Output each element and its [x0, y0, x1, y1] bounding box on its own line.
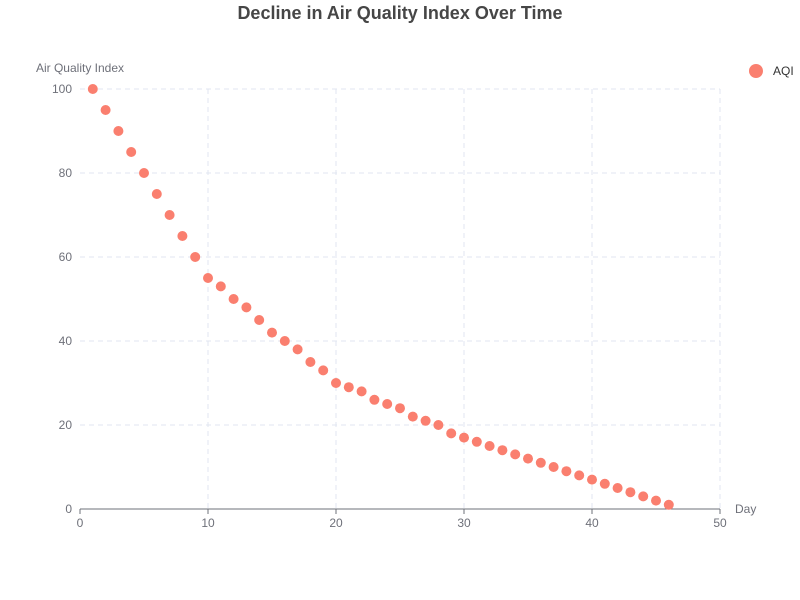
- data-point[interactable]: [574, 470, 585, 481]
- data-point[interactable]: [548, 462, 559, 472]
- data-point[interactable]: [331, 378, 341, 388]
- data-point[interactable]: [190, 252, 201, 262]
- y-tick-label: 20: [59, 418, 73, 432]
- data-point[interactable]: [612, 483, 623, 493]
- legend-label: AQI: [773, 64, 794, 78]
- y-tick-label: 0: [65, 502, 72, 516]
- data-point[interactable]: [343, 382, 354, 393]
- data-point[interactable]: [561, 466, 572, 477]
- data-point[interactable]: [164, 210, 175, 220]
- x-axis-label: Day: [735, 502, 756, 516]
- data-point[interactable]: [599, 478, 610, 489]
- data-point[interactable]: [241, 302, 252, 313]
- x-tick-label: 10: [201, 516, 215, 530]
- x-tick-label: 20: [329, 516, 343, 530]
- data-point[interactable]: [126, 147, 137, 157]
- data-point[interactable]: [113, 126, 124, 136]
- data-point[interactable]: [139, 168, 149, 178]
- data-point[interactable]: [638, 491, 649, 502]
- data-point[interactable]: [523, 453, 533, 464]
- data-point[interactable]: [305, 357, 316, 367]
- data-point[interactable]: [510, 449, 521, 460]
- legend-marker: [749, 64, 763, 78]
- data-point[interactable]: [625, 487, 636, 498]
- data-point[interactable]: [407, 411, 418, 422]
- data-point[interactable]: [587, 474, 597, 485]
- data-point[interactable]: [535, 457, 546, 468]
- y-tick-label: 80: [59, 166, 73, 180]
- data-point[interactable]: [87, 84, 98, 94]
- data-point[interactable]: [215, 281, 226, 292]
- chart-title: Decline in Air Quality Index Over Time: [237, 3, 562, 23]
- data-point[interactable]: [382, 399, 393, 409]
- data-point[interactable]: [254, 315, 265, 325]
- data-point[interactable]: [395, 403, 405, 414]
- data-point[interactable]: [663, 499, 674, 510]
- data-point[interactable]: [369, 394, 380, 405]
- data-point[interactable]: [228, 294, 239, 304]
- data-point[interactable]: [318, 365, 329, 376]
- data-point[interactable]: [100, 105, 111, 115]
- data-points: [87, 84, 674, 510]
- y-tick-label: 40: [59, 334, 73, 348]
- data-point[interactable]: [651, 495, 661, 506]
- y-axis-label: Air Quality Index: [36, 61, 124, 75]
- data-point[interactable]: [267, 327, 277, 338]
- data-point[interactable]: [356, 386, 367, 397]
- data-point[interactable]: [484, 441, 495, 451]
- y-tick-label: 100: [52, 82, 72, 96]
- grid: [80, 88, 721, 509]
- x-tick-label: 0: [77, 516, 84, 530]
- data-point[interactable]: [279, 336, 290, 346]
- y-tick-label: 60: [59, 250, 73, 264]
- data-point[interactable]: [446, 428, 457, 439]
- x-tick-label: 40: [585, 516, 599, 530]
- data-point[interactable]: [203, 273, 213, 283]
- data-point[interactable]: [292, 344, 303, 355]
- data-point[interactable]: [420, 415, 431, 426]
- x-axis-ticks: 0 10 20 30 40 50: [77, 509, 727, 530]
- legend[interactable]: AQI: [749, 64, 794, 78]
- y-axis-ticks: 0 20 40 60 80 100: [52, 82, 72, 516]
- data-point[interactable]: [497, 445, 508, 456]
- x-tick-label: 50: [713, 516, 727, 530]
- data-point[interactable]: [151, 189, 162, 199]
- data-point[interactable]: [471, 436, 482, 447]
- data-point[interactable]: [433, 420, 444, 430]
- data-point[interactable]: [459, 432, 469, 443]
- data-point[interactable]: [177, 231, 188, 241]
- x-tick-label: 30: [457, 516, 471, 530]
